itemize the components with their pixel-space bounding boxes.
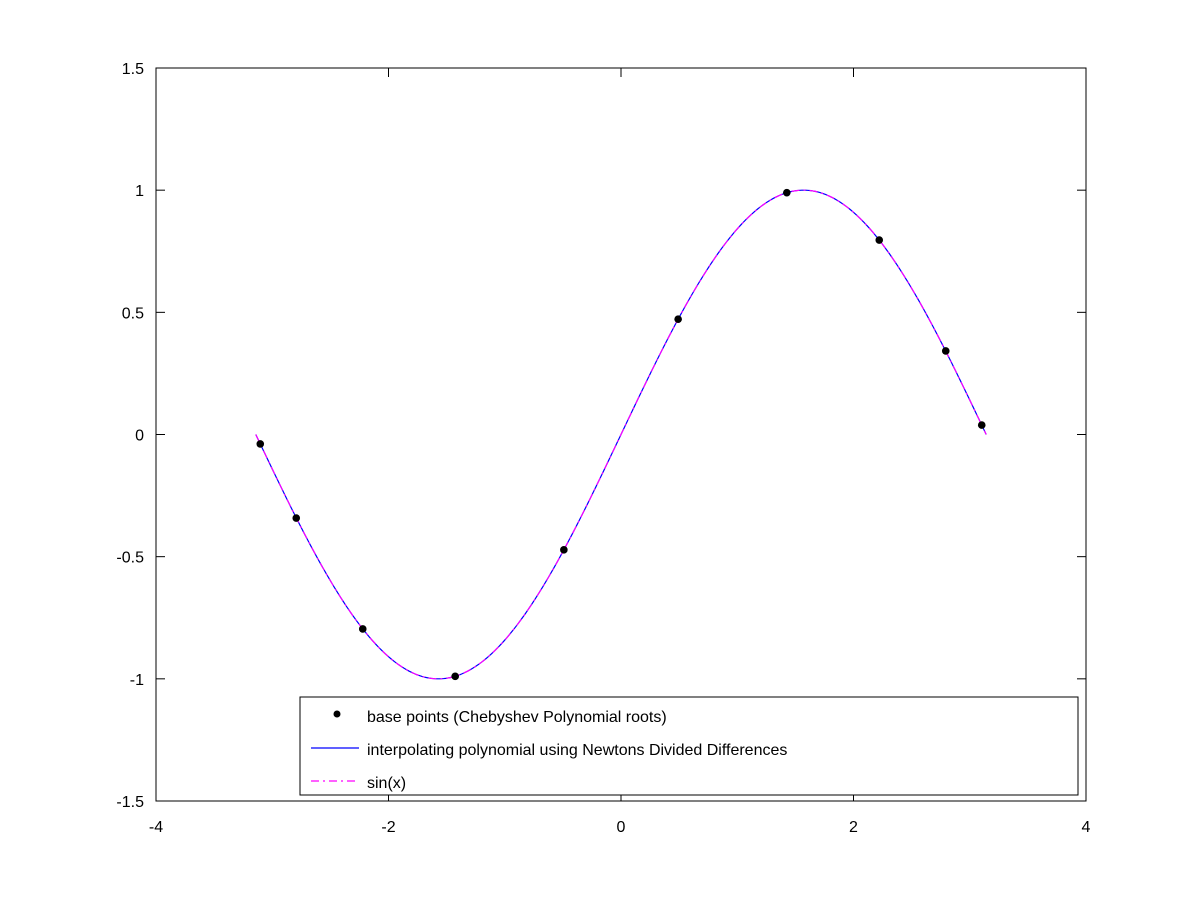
y-tick-label: -0.5 (116, 550, 144, 567)
base-point (783, 188, 791, 197)
y-tick-label: 1 (135, 183, 144, 200)
legend-label-base-points: base points (Chebyshev Polynomial roots) (367, 709, 667, 726)
base-point (674, 315, 682, 323)
sin-line (255, 189, 987, 680)
legend-box (299, 696, 1079, 796)
x-tick-label: -2 (381, 819, 395, 836)
y-tick-label: 0 (135, 428, 144, 445)
base-point (560, 546, 568, 554)
base-point (292, 514, 301, 522)
base-point (451, 672, 459, 681)
y-tick-label: -1.5 (116, 794, 144, 811)
y-tick-label: -1 (130, 672, 144, 689)
x-tick-label: -4 (149, 819, 163, 836)
x-tick-label: 2 (849, 819, 858, 836)
base-point (875, 236, 884, 244)
y-tick-label: 1.5 (122, 61, 144, 78)
base-point (941, 347, 950, 355)
base-point (977, 421, 986, 429)
base-point (358, 625, 367, 633)
legend-label-sin: sin(x) (367, 775, 406, 792)
base-point (256, 440, 265, 448)
axis-tick-labels: -4 -2 0 2 4 -1.5 -1 -0.5 0 0.5 1 1.5 (116, 61, 1090, 836)
legend-label-polynomial: interpolating polynomial using Newtons D… (367, 742, 787, 759)
series-layer (255, 188, 987, 681)
plot-frame (155, 67, 1087, 802)
y-tick-label: 0.5 (122, 305, 144, 322)
x-tick-label: 0 (617, 819, 626, 836)
legend-marker-base-points (333, 710, 341, 718)
x-tick-label: 4 (1082, 819, 1091, 836)
legend: base points (Chebyshev Polynomial roots)… (299, 696, 1079, 796)
